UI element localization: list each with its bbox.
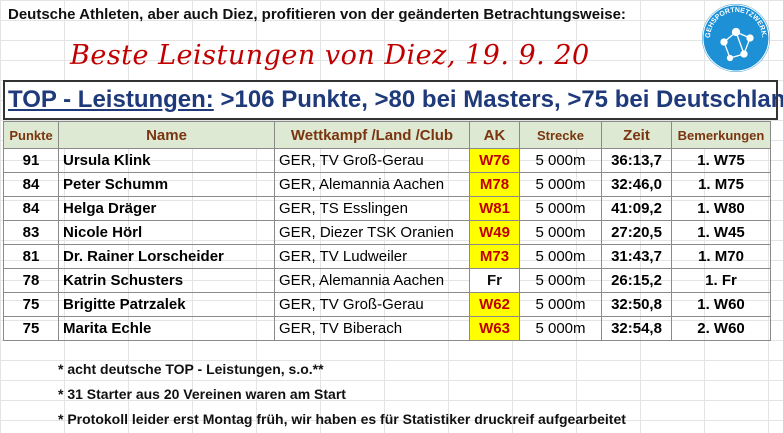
table-row: 84 Helga Dräger GER, TS Esslingen W81 5 000m… bbox=[3, 196, 771, 221]
cell-punkte: 75 bbox=[3, 292, 59, 317]
cell-name: Nicole Hörl bbox=[58, 220, 275, 245]
cell-zeit: 26:15,2 bbox=[601, 268, 672, 293]
cell-ak: W76 bbox=[469, 148, 520, 173]
col-header-strecke: Strecke bbox=[519, 121, 602, 149]
page-title: Beste Leistungen von Diez, 19. 9. 20 bbox=[70, 40, 590, 71]
col-header-zeit: Zeit bbox=[601, 121, 672, 149]
cell-strecke: 5 000m bbox=[519, 220, 602, 245]
cell-zeit: 32:50,8 bbox=[601, 292, 672, 317]
table-row: 78 Katrin Schusters GER, Alemannia Aachen F… bbox=[3, 268, 771, 293]
banner-lead: TOP - Leistungen: bbox=[8, 86, 214, 113]
banner-criteria: >106 Punkte, >80 bei Masters, >75 bei De… bbox=[213, 86, 783, 113]
cell-club: GER, TV Ludweiler bbox=[274, 244, 470, 269]
cell-ak: W49 bbox=[469, 220, 520, 245]
cell-bemerkungen: 1. M70 bbox=[671, 244, 771, 269]
cell-ak: M73 bbox=[469, 244, 520, 269]
cell-bemerkungen: 2. W60 bbox=[671, 316, 771, 341]
cell-punkte: 91 bbox=[3, 148, 59, 173]
cell-ak: W62 bbox=[469, 292, 520, 317]
cell-bemerkungen: 1. Fr bbox=[671, 268, 771, 293]
note-1: * acht deutsche TOP - Leistungen, s.o.** bbox=[58, 361, 324, 377]
cell-zeit: 31:43,7 bbox=[601, 244, 672, 269]
note-3: * Protokoll leider erst Montag früh, wir… bbox=[58, 411, 626, 427]
cell-name: Katrin Schusters bbox=[58, 268, 275, 293]
cell-strecke: 5 000m bbox=[519, 268, 602, 293]
table-row: 81 Dr. Rainer Lorscheider GER, TV Ludweile… bbox=[3, 244, 771, 269]
col-header-punkte: Punkte bbox=[3, 121, 59, 149]
note-2: * 31 Starter aus 20 Vereinen waren am St… bbox=[58, 386, 346, 402]
col-header-wettkampf: Wettkampf /Land /Club bbox=[274, 121, 470, 149]
banner-title: TOP - Leistungen: >106 Punkte, >80 bei M… bbox=[8, 86, 783, 114]
cell-name: Ursula Klink bbox=[58, 148, 275, 173]
cell-club: GER, Alemannia Aachen bbox=[274, 172, 470, 197]
cell-strecke: 5 000m bbox=[519, 244, 602, 269]
cell-strecke: 5 000m bbox=[519, 196, 602, 221]
table-row: 75 Brigitte Patrzalek GER, TV Groß-Gerau W6… bbox=[3, 292, 771, 317]
gsn-logo-icon: GEHSPORTNETZWERK.GSN bbox=[700, 2, 770, 72]
cell-name: Marita Echle bbox=[58, 316, 275, 341]
cell-name: Brigitte Patrzalek bbox=[58, 292, 275, 317]
cell-zeit: 36:13,7 bbox=[601, 148, 672, 173]
cell-club: GER, Alemannia Aachen bbox=[274, 268, 470, 293]
cell-bemerkungen: 1. W80 bbox=[671, 196, 771, 221]
cell-bemerkungen: 1. W45 bbox=[671, 220, 771, 245]
cell-name: Helga Dräger bbox=[58, 196, 275, 221]
cell-strecke: 5 000m bbox=[519, 316, 602, 341]
cell-strecke: 5 000m bbox=[519, 292, 602, 317]
cell-zeit: 27:20,5 bbox=[601, 220, 672, 245]
table-row: 83 Nicole Hörl GER, Diezer TSK Oranien W49 5… bbox=[3, 220, 771, 245]
cell-punkte: 84 bbox=[3, 196, 59, 221]
cell-club: GER, TV Groß-Gerau bbox=[274, 148, 470, 173]
cell-strecke: 5 000m bbox=[519, 148, 602, 173]
table-row: 91 Ursula Klink GER, TV Groß-Gerau W76 5 000… bbox=[3, 148, 771, 173]
cell-club: GER, TS Esslingen bbox=[274, 196, 470, 221]
cell-club: GER, Diezer TSK Oranien bbox=[274, 220, 470, 245]
col-header-name: Name bbox=[58, 121, 275, 149]
cell-zeit: 32:54,8 bbox=[601, 316, 672, 341]
cell-name: Dr. Rainer Lorscheider bbox=[58, 244, 275, 269]
cell-zeit: 41:09,2 bbox=[601, 196, 672, 221]
cell-punkte: 84 bbox=[3, 172, 59, 197]
cell-bemerkungen: 1. W60 bbox=[671, 292, 771, 317]
cell-ak: Fr bbox=[469, 268, 520, 293]
cell-bemerkungen: 1. W75 bbox=[671, 148, 771, 173]
col-header-bemerkungen: Bemerkungen bbox=[671, 121, 771, 149]
cell-bemerkungen: 1. M75 bbox=[671, 172, 771, 197]
cell-punkte: 75 bbox=[3, 316, 59, 341]
cell-ak: W81 bbox=[469, 196, 520, 221]
results-table: Punkte Name Wettkampf /Land /Club AK Str… bbox=[3, 121, 771, 341]
table-row: 84 Peter Schumm GER, Alemannia Aachen M78 5 … bbox=[3, 172, 771, 197]
table-header-row: Punkte Name Wettkampf /Land /Club AK Str… bbox=[3, 121, 771, 149]
banner-box bbox=[3, 80, 778, 120]
cell-punkte: 83 bbox=[3, 220, 59, 245]
cell-name: Peter Schumm bbox=[58, 172, 275, 197]
headline: Deutsche Athleten, aber auch Diez, profi… bbox=[8, 6, 626, 23]
cell-club: GER, TV Biberach bbox=[274, 316, 470, 341]
col-header-ak: AK bbox=[469, 121, 520, 149]
cell-club: GER, TV Groß-Gerau bbox=[274, 292, 470, 317]
table-row: 75 Marita Echle GER, TV Biberach W63 5 000m 3… bbox=[3, 316, 771, 341]
cell-punkte: 81 bbox=[3, 244, 59, 269]
cell-ak: W63 bbox=[469, 316, 520, 341]
cell-strecke: 5 000m bbox=[519, 172, 602, 197]
cell-ak: M78 bbox=[469, 172, 520, 197]
cell-punkte: 78 bbox=[3, 268, 59, 293]
cell-zeit: 32:46,0 bbox=[601, 172, 672, 197]
